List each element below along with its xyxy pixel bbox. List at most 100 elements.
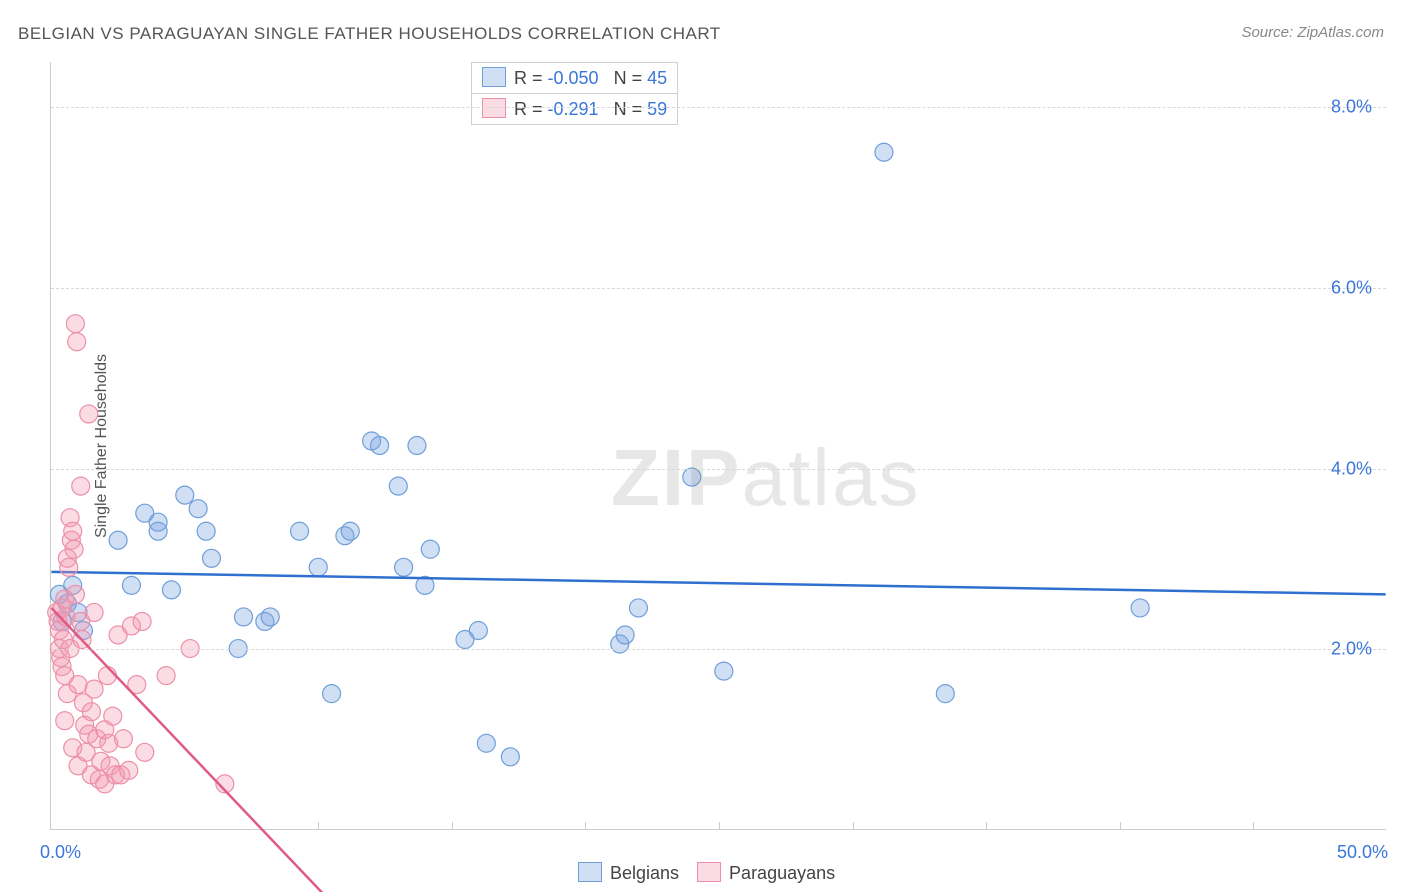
scatter-point [68,333,86,351]
scatter-point [98,667,116,685]
gridline [51,107,1386,108]
scatter-point [54,631,72,649]
scatter-point [56,712,74,730]
stat-n-label: N = [599,99,648,119]
scatter-point [162,581,180,599]
trend-line [51,572,1385,595]
scatter-point [416,576,434,594]
scatter-point [197,522,215,540]
x-tick [853,822,854,830]
scatter-point [53,658,71,676]
scatter-point [101,757,119,775]
legend-swatch [482,67,506,87]
stat-row: R = -0.291 N = 59 [471,93,678,125]
scatter-point [52,649,70,667]
scatter-point [936,685,954,703]
scatter-point [80,405,98,423]
scatter-point [90,770,108,788]
x-tick [986,822,987,830]
scatter-point [96,721,114,739]
scatter-point [149,522,167,540]
scatter-point [112,766,130,784]
watermark-atlas: atlas [741,433,920,522]
scatter-point [875,143,893,161]
scatter-point [323,685,341,703]
x-axis-legend: Belgians Paraguayans [560,862,835,884]
scatter-point [76,716,94,734]
scatter-point [371,437,389,455]
x-tick [719,822,720,830]
scatter-point [74,621,92,639]
scatter-point [176,486,194,504]
stat-n-value: 45 [647,68,667,88]
scatter-point [611,635,629,653]
scatter-point [341,522,359,540]
scatter-point [128,676,146,694]
scatter-point [389,477,407,495]
stat-n-label: N = [599,68,648,88]
scatter-point [96,775,114,793]
scatter-point [58,685,76,703]
scatter-point [216,775,234,793]
scatter-point [149,513,167,531]
gridline [51,649,1386,650]
scatter-point [65,540,83,558]
x-axis-origin-label: 0.0% [40,842,81,863]
scatter-point [85,680,103,698]
scatter-point [80,725,98,743]
scatter-point [58,549,76,567]
scatter-point [56,667,74,685]
y-tick-label: 6.0% [1331,277,1372,298]
scatter-point [64,739,82,757]
scatter-point [66,585,84,603]
scatter-point [104,707,122,725]
scatter-point [256,612,274,630]
y-tick-label: 2.0% [1331,639,1372,660]
scatter-point [61,509,79,527]
scatter-point [120,761,138,779]
scatter-point [57,608,75,626]
scatter-point [72,477,90,495]
scatter-point [82,766,100,784]
scatter-point [421,540,439,558]
scatter-point [66,315,84,333]
scatter-point [1131,599,1149,617]
x-tick [452,822,453,830]
legend-label: Belgians [610,863,679,883]
legend-label: Paraguayans [729,863,835,883]
scatter-point [82,703,100,721]
stat-row: R = -0.050 N = 45 [471,62,678,94]
stat-box: R = -0.050 N = 45R = -0.291 N = 59 [471,62,678,124]
stat-n-value: 59 [647,99,667,119]
scatter-point [92,752,110,770]
scatter-point [501,748,519,766]
scatter-point [469,621,487,639]
scatter-point [309,558,327,576]
scatter-point [109,531,127,549]
scatter-point [122,617,140,635]
scatter-point [58,594,76,612]
scatter-point [77,743,95,761]
gridline [51,288,1386,289]
y-tick-label: 4.0% [1331,458,1372,479]
x-tick [318,822,319,830]
stat-r-value: -0.050 [548,68,599,88]
scatter-point [291,522,309,540]
scatter-point [202,549,220,567]
scatter-point [69,676,87,694]
scatter-point [53,599,71,617]
scatter-point [235,608,253,626]
scatter-point [114,730,132,748]
stat-r-value: -0.291 [548,99,599,119]
scatter-point [122,576,140,594]
x-tick [585,822,586,830]
scatter-point [72,612,90,630]
watermark-zip: ZIP [611,433,741,522]
scatter-point [100,734,118,752]
scatter-point [683,468,701,486]
y-tick-label: 8.0% [1331,97,1372,118]
scatter-point [56,590,74,608]
scatter-point [50,621,68,639]
scatter-point [616,626,634,644]
x-axis-max-label: 50.0% [1337,842,1388,863]
